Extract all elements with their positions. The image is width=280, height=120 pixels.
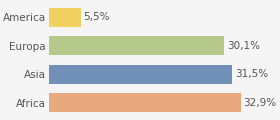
Text: 32,9%: 32,9% [244, 98, 277, 108]
Text: 31,5%: 31,5% [235, 69, 269, 79]
Text: 30,1%: 30,1% [227, 41, 260, 51]
Bar [49, 36, 224, 55]
Bar [49, 93, 241, 112]
Bar [49, 65, 232, 84]
Bar [49, 8, 81, 27]
Text: 5,5%: 5,5% [84, 12, 110, 22]
